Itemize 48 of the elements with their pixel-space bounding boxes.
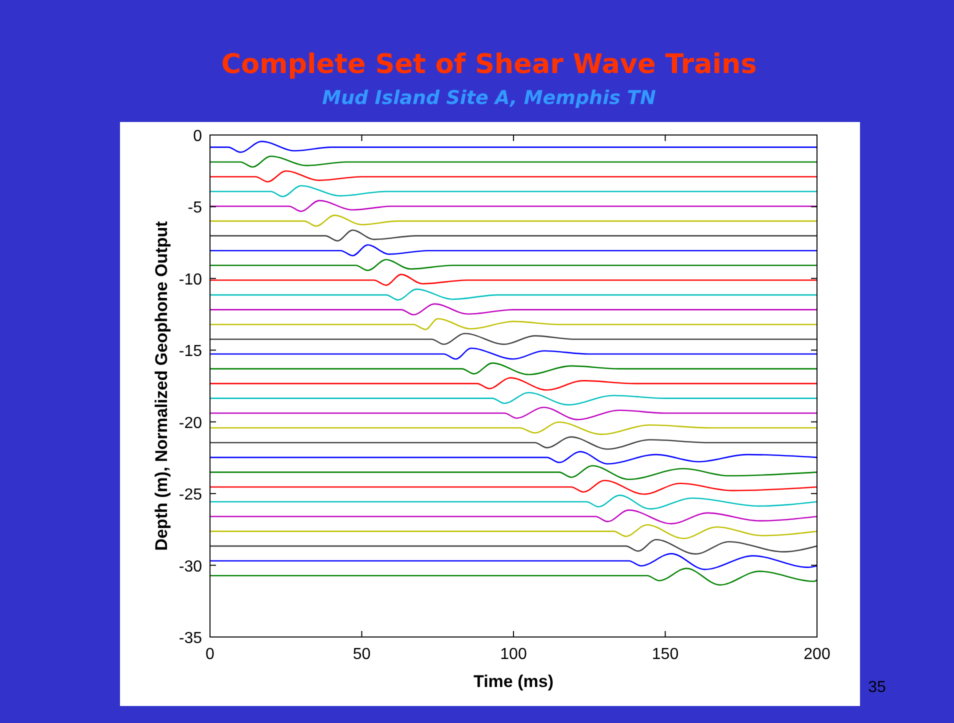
y-tick-label: -15 [178,343,202,360]
line-series [210,494,817,510]
text: 35 [868,679,886,696]
x-axis-title: Time (ms) [474,672,554,691]
line-series [210,258,817,272]
line-series [210,185,817,198]
line-series [210,200,817,212]
line-series [210,392,817,406]
line-series [210,362,817,376]
x-tick-label: 50 [352,646,371,663]
line-series [210,156,817,168]
y-tick-label: -5 [188,200,202,217]
y-tick-label: -25 [178,486,202,504]
line-series [210,229,817,242]
line-series [210,451,817,465]
line-series [210,509,817,524]
x-tick-label: 200 [804,646,830,663]
line-series [210,436,817,450]
y-tick-label: -10 [178,271,202,288]
x-tick-label: 100 [500,646,527,663]
line-series [210,348,817,360]
line-series [210,318,817,330]
y-tick-label: 0 [193,128,202,145]
y-tick-label: -30 [178,558,202,576]
line-series [210,303,817,316]
chart-subtitle: Mud Island Site A, Memphis TN [322,87,656,109]
y-axis-title: Depth (m), Normalized Geophone Output [152,220,171,551]
line-series [210,568,817,586]
line-series [210,465,817,480]
line-series [210,170,817,182]
line-series [210,214,817,227]
x-tick-label: 0 [206,646,215,663]
y-tick-label: -35 [178,630,202,647]
line-series [210,406,817,420]
line-series [210,480,817,495]
line-series [210,288,817,301]
y-tick-label: -20 [178,414,202,432]
line-series [210,538,817,555]
chart-title: Complete Set of Shear Wave Trains [221,49,757,80]
line-series [210,244,817,256]
line-series [210,377,817,391]
line-series [210,332,817,345]
line-series [210,524,817,540]
line-series [210,274,817,286]
line-series [210,553,817,570]
line-series [210,421,817,435]
x-tick-label: 150 [652,646,679,663]
line-series [210,140,817,153]
